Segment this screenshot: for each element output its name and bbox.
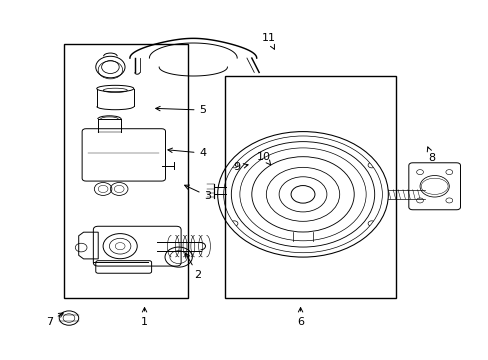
Text: 10: 10 — [257, 152, 270, 165]
Text: 9: 9 — [233, 162, 247, 172]
Text: 2: 2 — [185, 253, 202, 280]
Bar — [64, 44, 188, 298]
Text: 4: 4 — [167, 148, 206, 158]
Text: 3: 3 — [184, 185, 211, 201]
Text: 5: 5 — [155, 105, 206, 115]
Text: 6: 6 — [297, 307, 304, 327]
Text: 1: 1 — [141, 307, 148, 327]
Text: 7: 7 — [46, 313, 63, 327]
Text: 8: 8 — [427, 147, 435, 163]
Bar — [224, 76, 395, 298]
Text: 11: 11 — [262, 33, 275, 49]
